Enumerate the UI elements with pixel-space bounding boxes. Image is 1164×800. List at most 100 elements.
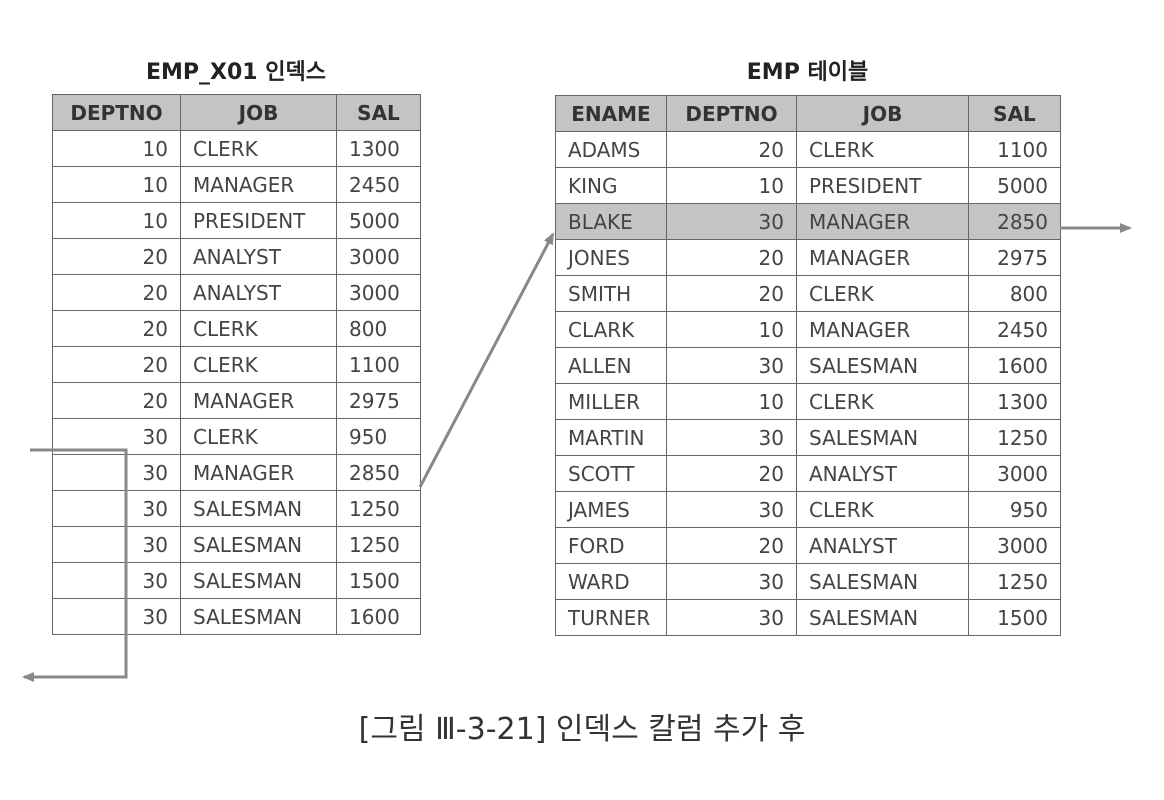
table-row: MARTIN 30 SALESMAN 1250 (555, 419, 1061, 456)
table-cell: 2975 (336, 382, 421, 419)
column-header: JOB (796, 95, 969, 132)
table-row: 30 CLERK 950 (52, 418, 421, 455)
table-cell: 10 (52, 166, 181, 203)
table-cell: 1300 (336, 130, 421, 167)
table-cell: 1250 (968, 563, 1061, 600)
table-cell: 30 (52, 454, 181, 491)
table-cell: 30 (52, 418, 181, 455)
table-cell: 30 (666, 203, 797, 240)
index-table: DEPTNO JOB SAL 10 CLERK 1300 10 MANAGER 2450 1… (52, 94, 421, 635)
table-cell: KING (555, 167, 667, 204)
table-row: FORD 20 ANALYST 3000 (555, 527, 1061, 564)
table-cell: 20 (666, 239, 797, 276)
table-cell: CLERK (180, 310, 337, 347)
table-row: 10 CLERK 1300 (52, 130, 421, 167)
column-header: ENAME (555, 95, 667, 132)
table-cell: 10 (52, 202, 181, 239)
column-header: DEPTNO (666, 95, 797, 132)
table-cell: 2850 (968, 203, 1061, 240)
table-cell: 10 (666, 383, 797, 420)
table-cell: ANALYST (796, 527, 969, 564)
table-row: JAMES 30 CLERK 950 (555, 491, 1061, 528)
table-cell: 800 (336, 310, 421, 347)
table-cell: SALESMAN (796, 419, 969, 456)
table-cell: JAMES (555, 491, 667, 528)
table-cell: 2850 (336, 454, 421, 491)
table-row: ALLEN 30 SALESMAN 1600 (555, 347, 1061, 384)
table-cell: 30 (52, 598, 181, 635)
table-cell: 3000 (336, 238, 421, 275)
table-row: 20 CLERK 800 (52, 310, 421, 347)
table-cell: 30 (666, 563, 797, 600)
table-cell: MANAGER (180, 454, 337, 491)
table-cell: CLERK (796, 383, 969, 420)
table-cell: PRESIDENT (180, 202, 337, 239)
table-cell: 20 (666, 527, 797, 564)
emp-table-title: EMP 테이블 (746, 60, 869, 85)
table-row: TURNER 30 SALESMAN 1500 (555, 599, 1061, 636)
table-cell: CLARK (555, 311, 667, 348)
table-cell: 20 (52, 382, 181, 419)
table-cell: PRESIDENT (796, 167, 969, 204)
table-cell: SMITH (555, 275, 667, 312)
table-cell: 1600 (336, 598, 421, 635)
table-row: 30 SALESMAN 1500 (52, 562, 421, 599)
table-cell: 800 (968, 275, 1061, 312)
index-table-body: 10 CLERK 1300 10 MANAGER 2450 10 PRESIDENT 5000 2… (52, 130, 421, 635)
table-row: 20 CLERK 1100 (52, 346, 421, 383)
table-row: 30 SALESMAN 1250 (52, 490, 421, 527)
table-cell: SALESMAN (796, 599, 969, 636)
table-cell: WARD (555, 563, 667, 600)
table-cell: CLERK (796, 131, 969, 168)
table-cell: 2450 (968, 311, 1061, 348)
table-cell: SALESMAN (180, 526, 337, 563)
table-cell: MANAGER (180, 382, 337, 419)
table-cell: 20 (52, 310, 181, 347)
table-cell: 1100 (968, 131, 1061, 168)
table-cell: JONES (555, 239, 667, 276)
table-cell: 5000 (968, 167, 1061, 204)
table-cell: 30 (52, 562, 181, 599)
index-table-header: DEPTNO JOB SAL (52, 94, 421, 131)
table-row: 30 SALESMAN 1600 (52, 598, 421, 635)
table-cell: 3000 (968, 455, 1061, 492)
table-cell: 20 (666, 455, 797, 492)
emp-table-body: ADAMS 20 CLERK 1100 KING 10 PRESIDENT 5000 BLAKE… (555, 131, 1061, 636)
table-cell: 30 (52, 490, 181, 527)
table-row: KING 10 PRESIDENT 5000 (555, 167, 1061, 204)
table-cell: 950 (968, 491, 1061, 528)
table-cell: MANAGER (796, 203, 969, 240)
table-cell: 1250 (968, 419, 1061, 456)
emp-table-header: ENAME DEPTNO JOB SAL (555, 95, 1061, 132)
table-cell: TURNER (555, 599, 667, 636)
rowid-lookup-arrow (418, 232, 555, 488)
table-cell: 3000 (336, 274, 421, 311)
table-cell: SALESMAN (796, 563, 969, 600)
table-cell: 20 (52, 238, 181, 275)
table-cell: SALESMAN (796, 347, 969, 384)
table-cell: SALESMAN (180, 562, 337, 599)
table-cell: 30 (666, 491, 797, 528)
table-row: 10 PRESIDENT 5000 (52, 202, 421, 239)
table-cell: ALLEN (555, 347, 667, 384)
table-cell: 30 (666, 347, 797, 384)
table-cell: BLAKE (555, 203, 667, 240)
table-cell: 30 (52, 526, 181, 563)
table-cell: 2975 (968, 239, 1061, 276)
table-cell: CLERK (180, 130, 337, 167)
table-cell: MILLER (555, 383, 667, 420)
table-cell: CLERK (796, 491, 969, 528)
table-cell: MANAGER (796, 239, 969, 276)
column-header: DEPTNO (52, 94, 181, 131)
table-cell: CLERK (180, 346, 337, 383)
table-cell: ANALYST (796, 455, 969, 492)
column-header: SAL (968, 95, 1061, 132)
index-table-title: EMP_X01 인덱스 (145, 60, 326, 85)
table-cell: CLERK (180, 418, 337, 455)
table-cell: 30 (666, 419, 797, 456)
table-row: 20 ANALYST 3000 (52, 274, 421, 311)
table-row: 20 ANALYST 3000 (52, 238, 421, 275)
table-cell: 1300 (968, 383, 1061, 420)
table-row: 10 MANAGER 2450 (52, 166, 421, 203)
table-cell: 3000 (968, 527, 1061, 564)
